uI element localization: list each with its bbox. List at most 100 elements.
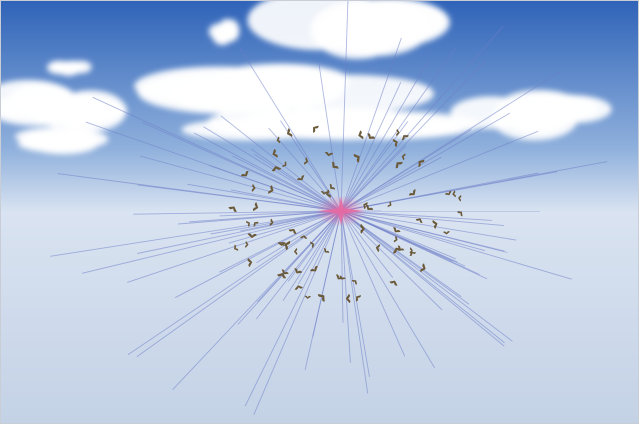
ray-line xyxy=(340,210,488,280)
bird-icon xyxy=(408,189,416,196)
ray-line xyxy=(340,112,511,212)
bird-icon xyxy=(360,223,365,234)
bird-icon xyxy=(240,170,249,177)
bird-icon xyxy=(418,159,425,167)
cloud xyxy=(15,127,109,155)
ray-line xyxy=(340,210,486,252)
bird-icon xyxy=(252,202,259,212)
ray-layer xyxy=(50,0,608,415)
bird-icon xyxy=(288,228,297,235)
bird-icon xyxy=(281,269,289,275)
cloud xyxy=(0,79,128,132)
ray-line xyxy=(203,126,342,212)
bird-icon xyxy=(251,184,256,192)
bird-icon xyxy=(392,247,402,254)
bird-icon xyxy=(353,153,360,163)
ray-line xyxy=(340,210,517,241)
bird-icon xyxy=(457,211,463,217)
bird-icon xyxy=(303,157,309,165)
bird-icon xyxy=(358,130,364,140)
bird-icon xyxy=(326,189,331,198)
bird-icon xyxy=(304,295,311,299)
bird-icon xyxy=(367,133,376,139)
bird-icon xyxy=(443,231,450,235)
ray-line xyxy=(340,210,370,377)
attractor-star-shape xyxy=(319,197,363,225)
ray-line xyxy=(340,210,505,252)
ray-line xyxy=(304,210,342,370)
bird-icon xyxy=(324,151,334,157)
ray-line xyxy=(50,210,342,257)
bird-icon xyxy=(294,268,303,274)
ray-line xyxy=(81,210,342,274)
ray-line xyxy=(172,210,342,391)
ray-line xyxy=(253,210,342,415)
bird-icon xyxy=(345,293,351,304)
bird-icon xyxy=(420,263,426,273)
ray-line xyxy=(318,64,342,212)
ray-line xyxy=(219,210,342,273)
ray-line xyxy=(340,82,402,212)
bird-icon xyxy=(393,227,401,233)
bird-icon xyxy=(452,190,456,198)
bird-icon xyxy=(317,293,325,302)
bird-icon xyxy=(245,241,249,248)
bird-icon xyxy=(458,194,462,202)
bird-icon xyxy=(432,219,438,229)
ray-line xyxy=(340,210,351,363)
bird-icon xyxy=(253,221,259,227)
bird-icon xyxy=(310,265,318,272)
ray-line xyxy=(340,58,430,212)
bird-icon xyxy=(268,185,274,194)
bird-icon xyxy=(277,272,287,279)
bird-icon xyxy=(276,136,281,144)
cloud xyxy=(47,60,92,77)
ray-line xyxy=(340,210,443,311)
bird-icon xyxy=(365,204,374,211)
bird-icon xyxy=(351,280,358,285)
ray-line xyxy=(340,129,472,212)
bird-icon xyxy=(323,248,330,253)
ray-line xyxy=(133,210,342,215)
cloud xyxy=(247,0,450,60)
ray-line xyxy=(340,210,406,357)
bird-icon xyxy=(415,218,423,223)
bird-icon xyxy=(247,233,257,239)
cloud xyxy=(181,107,481,141)
bird-icon xyxy=(272,148,278,158)
bird-icon xyxy=(293,247,298,255)
ray-line xyxy=(340,210,344,323)
ray-line xyxy=(340,210,369,394)
bird-icon xyxy=(284,240,291,251)
bird-icon xyxy=(401,135,409,141)
bird-icon xyxy=(387,201,392,208)
ray-line xyxy=(340,210,505,347)
cloud xyxy=(450,89,612,141)
bird-icon xyxy=(234,244,239,251)
bird-icon xyxy=(300,235,308,239)
bird-icon xyxy=(444,191,452,196)
ray-line xyxy=(340,0,349,212)
bird-icon xyxy=(313,125,319,133)
bird-icon xyxy=(409,247,413,254)
ray-line xyxy=(340,121,409,212)
bird-icon xyxy=(297,175,305,181)
ray-line xyxy=(340,25,504,212)
bird-icon xyxy=(389,280,398,286)
ray-line xyxy=(174,210,342,299)
ray-line xyxy=(340,210,435,369)
bird-icon xyxy=(339,275,346,280)
ray-line xyxy=(255,210,342,320)
bird-icon xyxy=(329,183,336,190)
ray-line xyxy=(136,210,342,358)
bird-icon xyxy=(393,235,398,243)
ray-line xyxy=(127,210,342,356)
bird-icon xyxy=(279,242,285,246)
bird-icon xyxy=(228,206,237,213)
ray-line xyxy=(85,121,342,212)
ray-line xyxy=(340,59,487,212)
bird-icon xyxy=(375,243,381,253)
ray-line xyxy=(244,210,342,407)
